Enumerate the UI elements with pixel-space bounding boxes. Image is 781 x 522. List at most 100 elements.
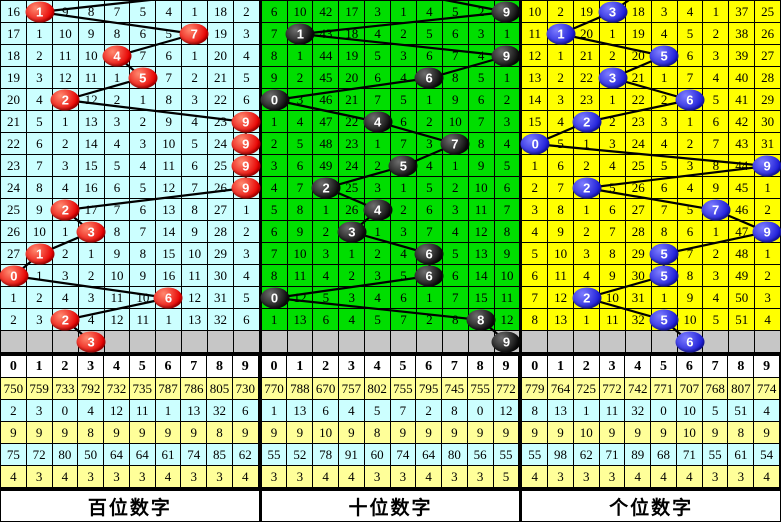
digit-header-cell: 0 <box>261 356 288 378</box>
miss-count-cell: 13 <box>156 199 183 221</box>
miss-count-cell: 8 <box>26 177 53 199</box>
miss-count-cell: 6 <box>287 155 314 177</box>
miss-count-cell: 39 <box>729 45 756 67</box>
miss-count-cell: 22 <box>208 89 234 111</box>
miss-count-cell: 15 <box>78 155 105 177</box>
digit-header-cell: 8 <box>728 356 755 378</box>
stat-cell: 755 <box>467 378 494 400</box>
miss-count-cell: 14 <box>156 221 183 243</box>
miss-count-cell: 11 <box>130 309 157 331</box>
miss-count-cell: 4 <box>416 1 443 23</box>
miss-count-cell: 5 <box>703 309 730 331</box>
miss-count-cell: 3 <box>755 287 781 309</box>
miss-count-cell: 3 <box>599 133 626 155</box>
miss-count-cell: 1 <box>522 155 549 177</box>
miss-count-cell: 5 <box>156 23 183 45</box>
drawn-ball: 6 <box>414 243 444 265</box>
stat-cell: 32 <box>207 400 233 422</box>
stat-cell: 3 <box>364 466 391 488</box>
drawn-ball: 4 <box>363 111 393 133</box>
miss-count-cell: 25 <box>625 155 652 177</box>
pending-cell <box>26 331 53 353</box>
stat-cell: 13 <box>287 400 314 422</box>
stat-cell: 3 <box>287 466 314 488</box>
miss-count-cell: 1 <box>365 221 392 243</box>
digit-header-cell: 4 <box>625 356 652 378</box>
miss-count-cell: 17 <box>1 23 27 45</box>
drawn-ball: 1 <box>285 23 315 45</box>
trend-row: 4 7 25 3 1 5 2 10 6 <box>261 177 520 199</box>
miss-count-cell: 6 <box>104 177 131 199</box>
miss-count-cell: 1 <box>755 177 781 199</box>
miss-count-cell: 4 <box>468 45 495 67</box>
miss-count-cell: 2 <box>391 199 417 221</box>
miss-count-cell: 10 <box>677 309 704 331</box>
miss-count-cell: 44 <box>313 45 340 67</box>
miss-count-cell: 12 <box>522 45 549 67</box>
stat-cell: 9 <box>493 422 520 444</box>
stat-cell: 772 <box>599 378 626 400</box>
miss-count-cell: 5 <box>651 155 678 177</box>
miss-count-cell: 8 <box>677 265 704 287</box>
trend-row: 25 9 17 7 6 13 8 27 1 <box>1 199 259 221</box>
drawn-ball: 1 <box>25 243 55 265</box>
miss-count-cell: 8 <box>78 1 105 23</box>
drawn-ball: 2 <box>572 111 602 133</box>
stat-cell: 3 <box>181 466 208 488</box>
miss-count-cell: 4 <box>651 133 678 155</box>
miss-count-cell: 3 <box>677 155 704 177</box>
stat-cell: 9 <box>181 422 208 444</box>
stat-cell: 750 <box>1 378 27 400</box>
miss-count-cell: 4 <box>755 309 781 331</box>
miss-count-cell: 9 <box>468 155 495 177</box>
drawn-ball: 9 <box>491 45 521 67</box>
pending-cell <box>703 331 730 353</box>
miss-count-cell: 12 <box>52 67 79 89</box>
miss-count-cell: 25 <box>755 1 781 23</box>
miss-count-cell: 4 <box>677 177 704 199</box>
miss-count-cell: 2 <box>599 111 626 133</box>
miss-count-cell: 6 <box>494 177 520 199</box>
miss-count-cell: 5 <box>130 1 157 23</box>
stat-cell: 52 <box>287 444 314 466</box>
stat-cell: 771 <box>651 378 677 400</box>
stat-cell: 787 <box>155 378 182 400</box>
miss-count-cell: 1 <box>182 1 208 23</box>
miss-count-cell: 4 <box>52 287 79 309</box>
miss-count-cell: 4 <box>156 1 183 23</box>
stat-cell: 64 <box>416 444 443 466</box>
digit-header-cell: 8 <box>467 356 494 378</box>
miss-count-cell: 1 <box>26 265 53 287</box>
stat-cell: 9 <box>625 422 652 444</box>
miss-count-cell: 20 <box>339 67 366 89</box>
tens-digit-panel: 6 10 42 17 3 1 4 5 2 7 43 18 4 2 5 6 3 1 8 1 44 19 5 3 6 7 4 9 2 45 20… <box>258 1 521 521</box>
miss-count-cell: 6 <box>391 111 417 133</box>
drawn-ball: 5 <box>649 45 679 67</box>
miss-count-cell: 1 <box>391 1 417 23</box>
miss-count-cell: 3 <box>313 243 340 265</box>
miss-count-cell: 9 <box>156 111 183 133</box>
miss-count-cell: 5 <box>677 23 704 45</box>
miss-count-cell: 2 <box>233 1 259 23</box>
miss-count-cell: 12 <box>548 287 575 309</box>
miss-count-cell: 4 <box>391 67 417 89</box>
stat-cell: 9 <box>416 422 443 444</box>
trend-row: 8 11 4 2 3 5 6 14 10 <box>261 265 520 287</box>
stat-cell: 8 <box>78 422 105 444</box>
stat-row: 9 9 10 9 9 9 10 9 8 9 <box>522 422 780 444</box>
miss-count-cell: 1 <box>182 45 208 67</box>
miss-count-cell: 4 <box>365 23 392 45</box>
stat-cell: 80 <box>52 444 79 466</box>
miss-count-cell: 3 <box>104 111 131 133</box>
digit-header-cell: 9 <box>754 356 780 378</box>
pending-cell <box>651 331 678 353</box>
stat-cell: 3 <box>442 466 468 488</box>
stat-cell: 3 <box>129 466 156 488</box>
stat-cell: 61 <box>155 444 182 466</box>
stat-cell: 4 <box>416 466 443 488</box>
miss-count-cell: 2 <box>130 111 157 133</box>
miss-count-cell: 10 <box>287 243 314 265</box>
miss-count-cell: 5 <box>365 45 392 67</box>
